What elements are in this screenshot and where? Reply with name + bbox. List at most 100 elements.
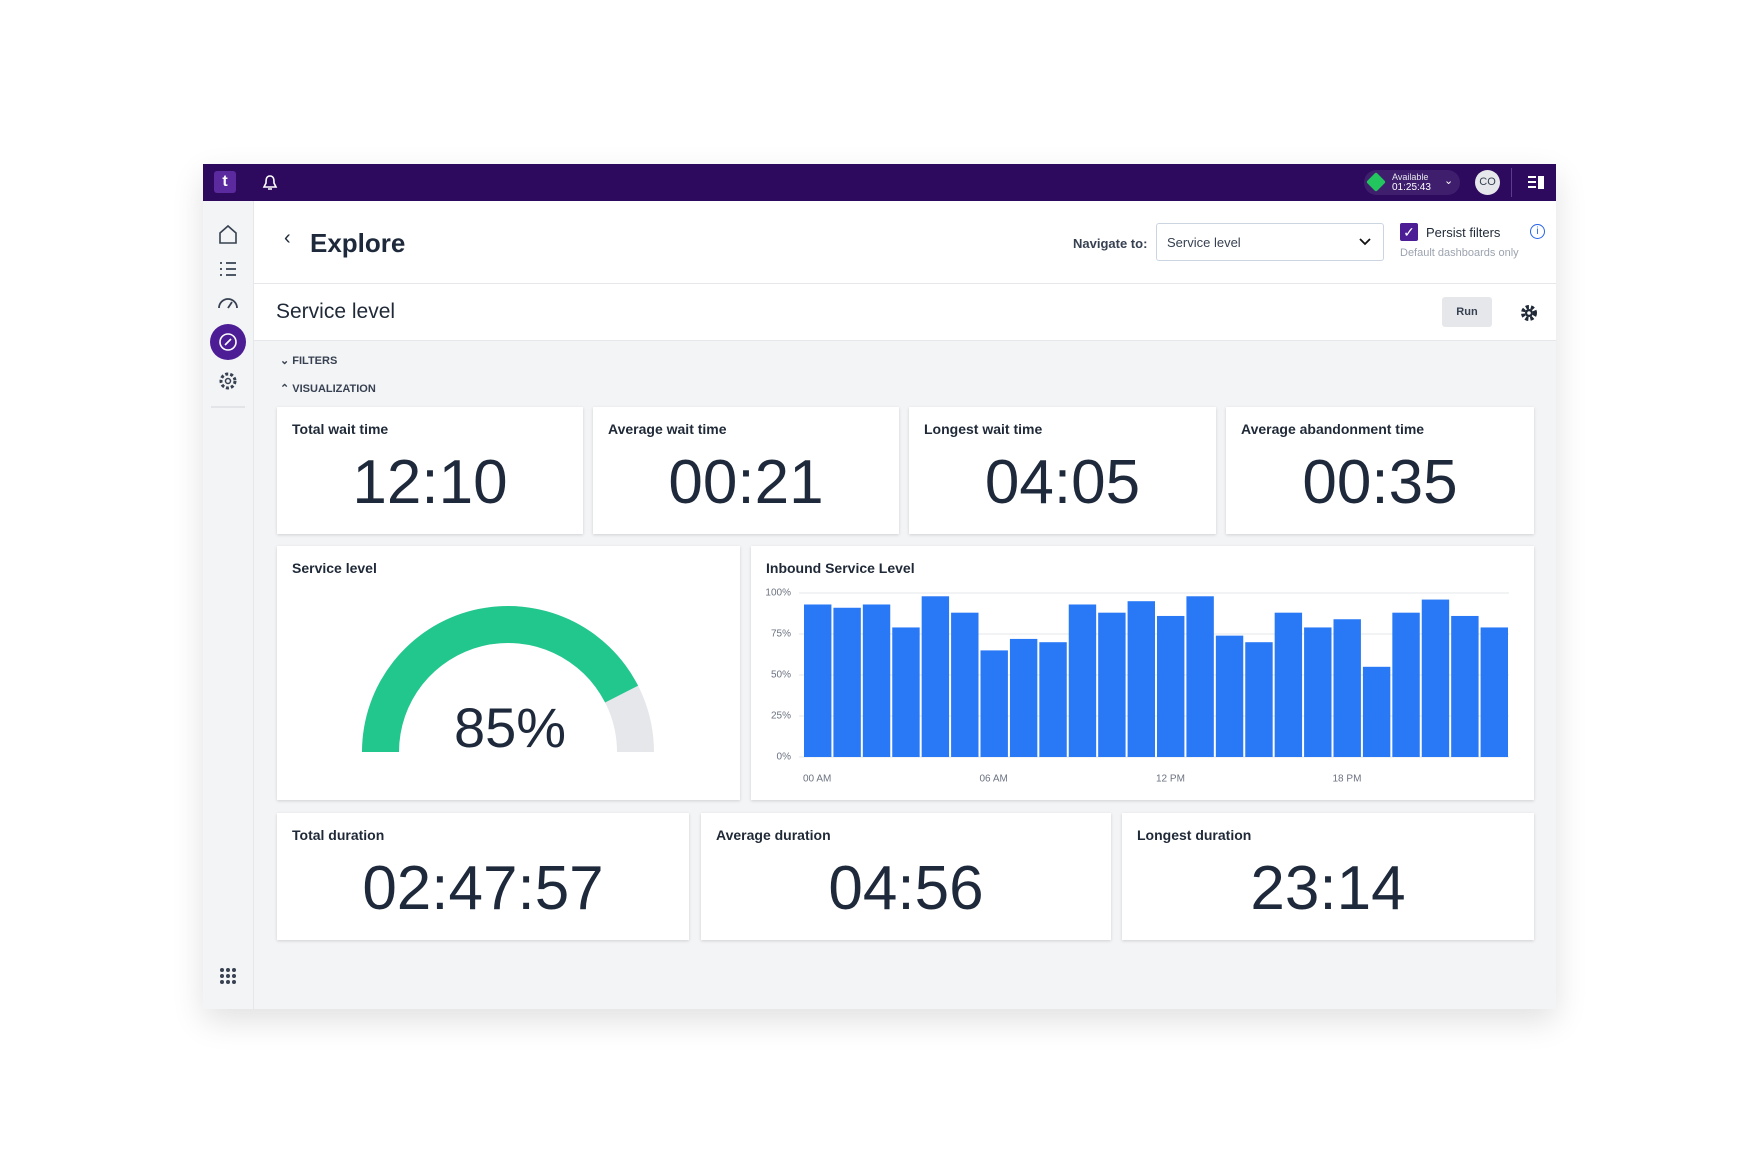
kpi-card: Longest wait time 04:05 (909, 407, 1216, 534)
x-tick-label: 18 PM (1333, 774, 1362, 785)
filters-label: FILTERS (292, 355, 338, 367)
kpi-card: Total wait time 12:10 (277, 407, 583, 534)
sidebar-icons (210, 224, 246, 984)
notifications-icon[interactable] (262, 174, 278, 192)
run-button[interactable]: Run (1442, 297, 1492, 327)
y-tick-label: 0% (777, 752, 792, 763)
visualization-label: VISUALIZATION (292, 383, 376, 395)
bar (1304, 627, 1332, 757)
status-timer: 01:25:43 (1392, 182, 1431, 193)
page-title: Explore (310, 228, 406, 258)
bar (1333, 619, 1361, 757)
apps-icon[interactable] (220, 968, 236, 984)
bar (1215, 635, 1244, 757)
bar (1009, 638, 1038, 757)
y-tick-label: 75% (771, 629, 791, 640)
status-caret: ⌄ (1444, 175, 1454, 187)
app-logo[interactable]: t (214, 171, 236, 193)
bar (951, 612, 979, 757)
persist-note: Default dashboards only (1400, 247, 1519, 259)
bar (1068, 604, 1097, 757)
navigate-value: Service level (1167, 235, 1241, 250)
status-icon (1366, 172, 1386, 192)
persist-label: Persist filters (1426, 225, 1501, 240)
bar (833, 607, 861, 757)
app-window: t Available 01:25:43 ⌄ CO (203, 164, 1556, 1009)
sidebar (203, 201, 254, 1009)
status-label: Available (1392, 172, 1429, 182)
bar-chart: 0% 25% 50% 75% 100% 00 AM 06 AM 12 PM 18 PM (765, 588, 1509, 785)
back-button[interactable]: ‹ (284, 227, 291, 249)
kpi-value: 23:14 (1250, 854, 1406, 923)
kpi-card: Longest duration 23:14 (1122, 813, 1534, 940)
list-icon[interactable] (220, 262, 236, 276)
kpi-value: 02:47:57 (362, 854, 604, 923)
toolbar: Service level Run (254, 284, 1556, 341)
report-title: Service level (276, 300, 396, 323)
bar (1186, 596, 1214, 757)
kpi-value: 00:35 (1302, 448, 1458, 517)
kpi-card: Total duration 02:47:57 (277, 813, 689, 940)
gauge-card: Service level 85% (277, 546, 740, 800)
bar (1480, 627, 1508, 757)
home-icon[interactable] (219, 224, 237, 244)
x-tick-label: 12 PM (1156, 774, 1185, 785)
gauge-value-arc (362, 606, 639, 752)
x-tick-label: 00 AM (803, 774, 831, 785)
x-tick-label: 06 AM (980, 774, 1008, 785)
settings-icon-core (224, 377, 232, 385)
bar (980, 650, 1008, 757)
bar (1274, 612, 1303, 757)
kpi-label: Longest wait time (924, 421, 1043, 437)
kpi-label: Total wait time (292, 421, 389, 437)
select-caret (1359, 238, 1371, 246)
kpi-card: Average wait time 00:21 (593, 407, 899, 534)
visualization-toggle[interactable]: ⌃ VISUALIZATION (280, 383, 376, 395)
bar (1421, 599, 1450, 757)
kpi-value: 04:56 (828, 854, 984, 923)
explore-icon (219, 333, 237, 351)
kpi-label: Average wait time (608, 421, 727, 437)
kpi-label: Longest duration (1137, 827, 1252, 843)
panel-toggle[interactable] (1527, 175, 1545, 190)
bar (804, 604, 832, 757)
y-tick-label: 50% (771, 670, 791, 681)
kpi-label: Average abandonment time (1241, 421, 1425, 437)
y-tick-label: 25% (771, 711, 791, 722)
kpi-value: 04:05 (984, 448, 1141, 517)
persist-checkbox[interactable]: ✓ (1400, 223, 1418, 241)
divider (1511, 168, 1512, 197)
kpi-card: Average abandonment time 00:35 (1226, 407, 1534, 534)
status-selector[interactable]: Available 01:25:43 ⌄ (1364, 170, 1460, 195)
bar (1362, 666, 1391, 757)
bar (1245, 642, 1273, 757)
gauge-title: Service level (292, 560, 377, 576)
gauge-chart: 85% (362, 606, 654, 759)
filters-toggle[interactable]: ⌄ FILTERS (280, 355, 338, 367)
bar-card: Inbound Service Level 0% 25% 50% 75% 100% 00 … (751, 546, 1534, 800)
bar (1451, 615, 1479, 757)
y-tick-label: 100% (765, 588, 791, 599)
settings-button[interactable] (1520, 304, 1538, 322)
bar (1098, 612, 1126, 757)
page-header: ‹ Explore Navigate to: Service level ✓ P… (254, 201, 1556, 284)
navigate-label: Navigate to: (1073, 236, 1148, 251)
kpi-label: Average duration (716, 827, 831, 843)
bar-title: Inbound Service Level (766, 560, 915, 576)
settings-icon[interactable] (219, 372, 237, 390)
info-icon[interactable]: i (1530, 224, 1545, 239)
avatar[interactable]: CO (1475, 170, 1500, 195)
navigate-select[interactable]: Service level (1156, 223, 1384, 261)
dashboard-icon[interactable] (218, 298, 238, 309)
kpi-label: Total duration (292, 827, 385, 843)
bar (892, 627, 920, 757)
bar (921, 596, 950, 757)
bar (1157, 615, 1185, 757)
gauge-value-label: 85% (454, 696, 566, 759)
bar (1127, 601, 1155, 757)
bar (862, 604, 891, 757)
kpi-value: 12:10 (352, 448, 508, 517)
bar (1392, 612, 1420, 757)
kpi-card: Average duration 04:56 (701, 813, 1111, 940)
